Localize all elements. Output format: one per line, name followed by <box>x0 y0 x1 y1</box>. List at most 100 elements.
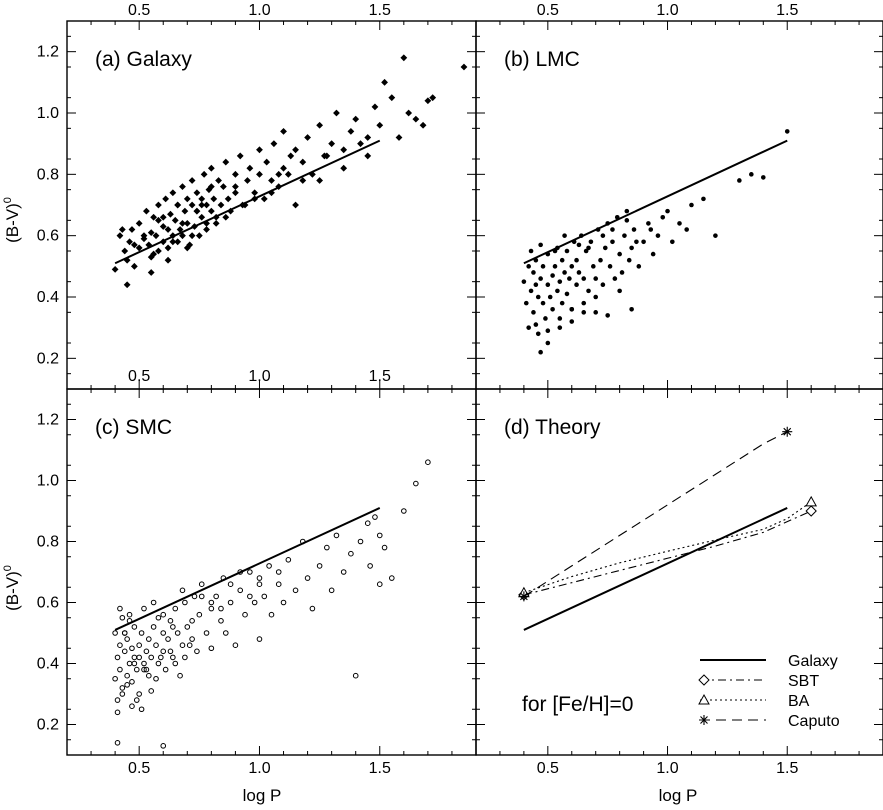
data-point <box>129 703 135 710</box>
legend-marker-sbt <box>698 674 710 686</box>
data-point <box>280 164 287 172</box>
data-point <box>607 264 613 269</box>
data-point <box>111 266 119 273</box>
data-point <box>213 593 219 600</box>
data-point <box>145 241 153 249</box>
xlabel-right: log P <box>659 786 698 805</box>
data-point <box>364 520 371 527</box>
data-point <box>167 618 174 624</box>
data-point <box>364 152 372 160</box>
data-point <box>624 208 630 214</box>
data-point <box>207 164 215 172</box>
x-tick-label-top: 1.5 <box>369 2 391 19</box>
data-point <box>460 63 468 71</box>
data-point <box>117 666 123 673</box>
data-point <box>179 232 186 240</box>
data-point <box>540 300 546 306</box>
data-point <box>591 264 596 269</box>
y-tick-label: 0.8 <box>37 534 59 551</box>
data-point <box>689 202 694 208</box>
data-point <box>531 310 536 315</box>
data-point <box>670 239 675 245</box>
data-point <box>153 675 159 682</box>
data-point <box>292 146 299 154</box>
data-point <box>140 232 148 240</box>
data-point <box>198 201 206 209</box>
data-point <box>186 642 193 649</box>
data-point <box>174 630 181 636</box>
data-point <box>526 264 531 269</box>
data-point <box>153 642 159 649</box>
x-tick-label-bottom: 0.5 <box>537 760 559 777</box>
data-point <box>419 121 427 129</box>
data-point <box>605 221 610 226</box>
data-point <box>275 183 283 190</box>
legend-label-galaxy: Galaxy <box>788 653 838 670</box>
data-point <box>169 189 177 197</box>
data-point <box>760 175 766 180</box>
data-point <box>136 642 142 649</box>
data-point <box>256 636 263 642</box>
data-point <box>123 281 131 289</box>
x-tick-label-bottom: 0.5 <box>128 760 150 777</box>
data-point <box>242 611 248 618</box>
x-tick-label-bottom: 1.0 <box>248 760 270 777</box>
data-point <box>147 229 155 236</box>
data-point <box>198 581 205 588</box>
data-point <box>784 129 790 134</box>
data-point <box>196 611 203 618</box>
data-point <box>528 248 534 254</box>
data-point <box>116 232 124 240</box>
data-point <box>564 248 570 254</box>
data-point <box>347 128 355 135</box>
data-point <box>203 226 210 233</box>
data-point <box>126 618 133 624</box>
data-point <box>114 654 121 661</box>
data-point <box>593 276 599 281</box>
data-point <box>280 128 287 135</box>
data-point <box>117 642 123 649</box>
data-point <box>552 248 558 254</box>
x-tick-label-bottom: 1.5 <box>369 368 391 385</box>
data-point <box>188 177 196 184</box>
data-point <box>749 172 754 177</box>
data-point <box>160 630 167 636</box>
data-point <box>222 630 229 636</box>
data-point <box>340 164 348 172</box>
data-point <box>304 575 311 581</box>
data-point <box>224 195 232 203</box>
y-tick-label: 0.2 <box>37 717 59 734</box>
data-point <box>227 581 234 588</box>
data-point <box>324 544 330 551</box>
data-point <box>559 257 565 263</box>
data-point <box>130 262 138 270</box>
data-point <box>521 279 527 284</box>
data-point <box>299 158 307 166</box>
data-point <box>179 587 186 594</box>
data-point <box>268 177 275 184</box>
data-point <box>634 239 639 245</box>
data-point <box>333 532 340 539</box>
data-point <box>119 614 126 621</box>
data-point <box>191 593 198 600</box>
x-tick-label-top: 0.5 <box>537 2 559 19</box>
y-tick-label: 1.2 <box>37 44 59 61</box>
data-point <box>232 189 239 197</box>
panel-title: (c) SMC <box>95 416 172 439</box>
data-point <box>208 645 215 652</box>
data-point <box>275 569 282 575</box>
data-point <box>208 599 215 606</box>
data-point <box>610 227 615 232</box>
data-point <box>523 300 529 306</box>
data-point <box>535 294 541 300</box>
y-tick-label: 1.0 <box>37 473 59 490</box>
panel-frame <box>66 388 477 756</box>
data-point <box>147 269 155 276</box>
data-point <box>316 563 323 569</box>
data-point <box>266 563 272 569</box>
data-point <box>284 170 292 178</box>
data-point <box>164 226 172 233</box>
data-point <box>142 207 150 215</box>
data-point <box>348 550 354 557</box>
series-line-caputo <box>523 431 788 597</box>
